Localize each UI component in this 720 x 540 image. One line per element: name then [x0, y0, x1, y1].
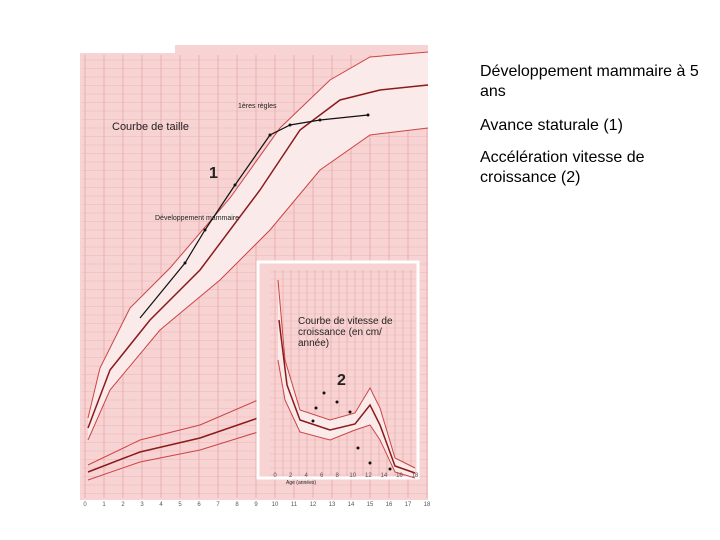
point — [183, 261, 187, 265]
x-tick-label: 2 — [121, 502, 125, 508]
lower-curve — [87, 127, 429, 441]
inset-title-box: Courbe de vitesse de croissance (en cm/ … — [298, 316, 393, 349]
point — [348, 410, 352, 414]
x-tick-label: 7 — [216, 502, 220, 508]
scan-edge — [80, 45, 175, 53]
x-tick-label: 17 — [405, 502, 412, 508]
point — [311, 419, 315, 423]
inset-median — [278, 319, 416, 474]
inset-x-tick-label: 0 — [273, 473, 277, 479]
inset-x-tick-label: 4 — [304, 473, 308, 479]
x-tick-label: 9 — [254, 502, 258, 508]
normal-band — [88, 52, 428, 440]
inset-x-tick-label: 12 — [365, 473, 372, 479]
inset-title: Courbe de vitesse de croissance (en cm/ … — [298, 316, 393, 349]
inset-x-tick-label: 6 — [320, 473, 324, 479]
x-tick-label: 12 — [310, 502, 317, 508]
x-tick-label: 15 — [367, 502, 374, 508]
inset-grid — [270, 270, 416, 476]
inset-upper — [277, 279, 416, 469]
x-tick-label: 8 — [235, 502, 239, 508]
inset-x-tick-label: 2 — [289, 473, 293, 479]
point — [366, 113, 370, 117]
inset-x-label: Age (années) — [286, 480, 316, 486]
marker-2: 2 — [337, 372, 346, 389]
point — [356, 446, 360, 450]
point — [388, 467, 392, 471]
point — [318, 118, 322, 122]
x-tick-label: 10 — [272, 502, 279, 508]
x-tick-label: 0 — [83, 502, 87, 508]
point — [322, 391, 326, 395]
upper-curve — [87, 51, 429, 419]
point — [268, 133, 272, 137]
marker-1: 1 — [209, 165, 218, 182]
weight-curve — [87, 431, 259, 481]
x-tick-label: 6 — [197, 502, 201, 508]
inset-points — [311, 391, 392, 471]
x-tick-label: 1 — [102, 502, 106, 508]
point — [368, 461, 372, 465]
bullet: Développement mammaire à 5 ans — [480, 63, 699, 100]
breast-label: Développement mammaire — [155, 215, 239, 222]
median-curve — [87, 84, 429, 429]
x-tick-label: 16 — [386, 502, 393, 508]
patient-curve — [139, 114, 369, 319]
inset-x-tick-label: 14 — [381, 473, 388, 479]
inset-x-tick-label: 16 — [396, 473, 403, 479]
x-tick-label: 18 — [424, 502, 431, 508]
x-tick-label: 11 — [291, 502, 298, 508]
patient-points — [183, 113, 370, 265]
x-tick-label: 3 — [140, 502, 144, 508]
weight-curve — [87, 399, 259, 466]
bullet: Accélération vitesse de croissance (2) — [480, 149, 645, 186]
x-tick-label: 4 — [159, 502, 163, 508]
x-tick-label: 13 — [329, 502, 336, 508]
weight-curve — [87, 417, 259, 473]
bullet: Avance staturale (1) — [480, 117, 623, 134]
point — [314, 406, 318, 410]
inset-x-tick-label: 10 — [349, 473, 356, 479]
x-tick-label: 14 — [348, 502, 355, 508]
point — [203, 228, 207, 232]
point — [233, 183, 237, 187]
inset-lower — [277, 359, 416, 479]
x-axis: 0 1 2 3 4 5 6 7 8 9 10 11 12 13 14 15 16 17 18 — [83, 502, 431, 508]
height-title: Courbe de taille — [112, 121, 189, 133]
inset-x-axis: 0 2 4 6 8 10 12 14 16 18 — [273, 473, 419, 479]
x-tick-label: 5 — [178, 502, 182, 508]
inset-x-tick-label: 8 — [336, 473, 340, 479]
inset-x-tick-label: 18 — [412, 473, 419, 479]
point — [335, 400, 339, 404]
point — [288, 123, 292, 127]
menarche-label: 1ères règles — [238, 103, 277, 110]
